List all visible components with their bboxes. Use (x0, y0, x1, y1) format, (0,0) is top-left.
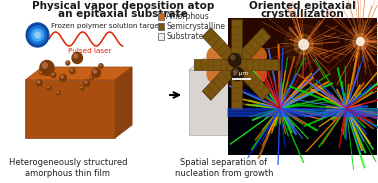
Circle shape (234, 69, 238, 74)
Text: Oriented epitaxial: Oriented epitaxial (249, 1, 355, 11)
Circle shape (26, 23, 49, 47)
Circle shape (206, 46, 225, 66)
Circle shape (99, 64, 101, 66)
Circle shape (353, 33, 368, 49)
Bar (228, 87, 377, 155)
Text: Frozen polymer solution target: Frozen polymer solution target (51, 23, 161, 29)
Circle shape (229, 53, 241, 66)
Circle shape (40, 61, 54, 76)
Circle shape (90, 77, 91, 78)
Circle shape (71, 69, 73, 71)
Circle shape (66, 61, 70, 65)
Polygon shape (25, 80, 115, 138)
Text: Spatial separation of
nucleation from growth: Spatial separation of nucleation from gr… (175, 158, 273, 178)
Circle shape (60, 74, 67, 81)
Circle shape (74, 54, 77, 58)
Polygon shape (189, 70, 269, 135)
Circle shape (37, 81, 40, 83)
Circle shape (345, 25, 375, 57)
Circle shape (285, 25, 322, 64)
Circle shape (93, 70, 96, 73)
Circle shape (32, 29, 43, 41)
Text: 5 μm: 5 μm (233, 70, 248, 76)
Circle shape (52, 73, 54, 75)
Polygon shape (202, 28, 271, 100)
Circle shape (67, 62, 68, 63)
Circle shape (248, 64, 267, 84)
Circle shape (90, 76, 93, 80)
Text: an epitaxial substrate: an epitaxial substrate (59, 9, 188, 19)
Circle shape (80, 86, 84, 90)
Text: Amorphous: Amorphous (166, 12, 210, 21)
Circle shape (40, 72, 41, 73)
Circle shape (356, 38, 364, 46)
Circle shape (57, 91, 60, 95)
Bar (158, 33, 164, 40)
Circle shape (72, 53, 82, 64)
Circle shape (61, 76, 63, 78)
Polygon shape (115, 67, 132, 138)
Circle shape (40, 71, 43, 75)
Circle shape (29, 26, 46, 44)
Polygon shape (25, 67, 132, 80)
Circle shape (48, 87, 49, 88)
Circle shape (85, 81, 87, 83)
Circle shape (231, 68, 244, 81)
Circle shape (92, 68, 101, 77)
Polygon shape (231, 19, 242, 109)
Text: Pulsed laser: Pulsed laser (68, 48, 112, 54)
Circle shape (37, 80, 42, 86)
Polygon shape (202, 28, 271, 100)
Polygon shape (189, 58, 284, 70)
Circle shape (70, 68, 75, 74)
Bar (228, 18, 377, 87)
Text: Physical vapor deposition atop: Physical vapor deposition atop (32, 1, 214, 11)
Circle shape (51, 72, 56, 77)
Circle shape (57, 92, 59, 93)
Circle shape (35, 32, 40, 38)
Circle shape (294, 35, 313, 55)
Circle shape (42, 63, 47, 68)
Text: crystallization: crystallization (260, 9, 344, 19)
Polygon shape (269, 58, 284, 135)
Circle shape (99, 64, 103, 68)
Circle shape (248, 46, 267, 66)
Text: Semicrystalline: Semicrystalline (166, 22, 225, 31)
Circle shape (206, 64, 225, 84)
Bar (158, 13, 164, 20)
Circle shape (84, 80, 90, 86)
Text: Heterogeneously structured
amorphous thin film: Heterogeneously structured amorphous thi… (9, 158, 127, 178)
Text: Substrate: Substrate (166, 32, 203, 41)
Circle shape (47, 86, 51, 90)
Polygon shape (194, 59, 279, 70)
Circle shape (81, 87, 82, 88)
Circle shape (231, 55, 235, 60)
Circle shape (299, 40, 308, 49)
Bar (158, 23, 164, 30)
